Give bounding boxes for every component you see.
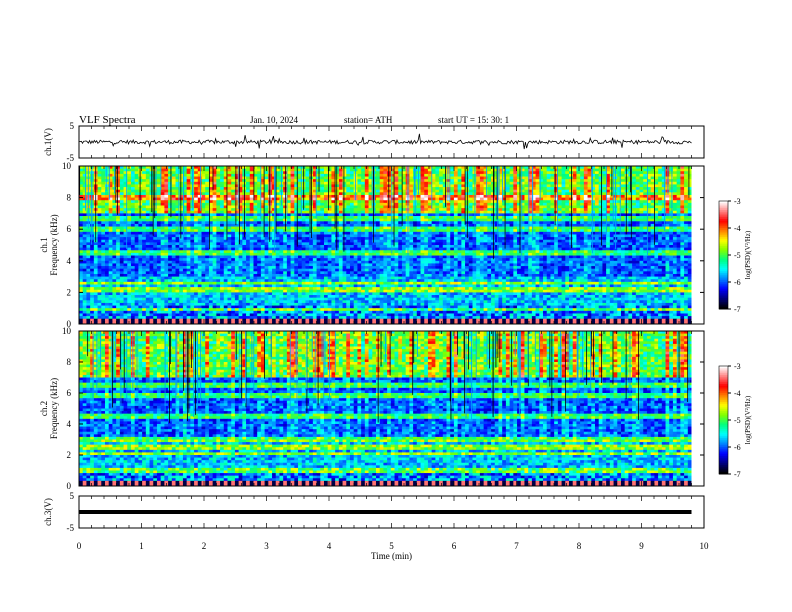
ch2-spec-ytick-label: 10 <box>62 326 72 336</box>
ch2-spec-ylabel-channel: ch.2 <box>39 401 49 416</box>
ch1-spec-ytick-label: 4 <box>67 256 72 266</box>
ch3-wave-ylabel: ch.3(V) <box>43 498 53 526</box>
x-tick-label: 4 <box>327 541 332 551</box>
ch1-wave-panel: 5-5ch.1(V) <box>43 121 704 163</box>
x-tick-label: 1 <box>139 541 144 551</box>
ch2-spec-ytick-label: 6 <box>67 388 72 398</box>
ch2-spec-ytick-label: 8 <box>67 357 72 367</box>
colorbar-ch1-tick-label: -5 <box>734 251 741 260</box>
colorbar-ch2-label: log(PSD)(V²/Hz) <box>744 395 752 444</box>
x-tick-label: 3 <box>264 541 269 551</box>
x-tick-label: 6 <box>452 541 457 551</box>
ch1-spec-nodata <box>692 166 705 324</box>
x-tick-label: 10 <box>700 541 710 551</box>
ch1-spec-cells <box>79 166 692 324</box>
ch3-wave-ytick-label: 5 <box>70 491 75 501</box>
colorbar-ch2: -3 -4 -5 -6 -7 log(PSD)(V²/Hz) <box>719 362 752 479</box>
ch2-spec-panel: 0 2 4 6 8 10 ch.2 Frequency (kHz) <box>39 326 704 491</box>
x-tick-label: 7 <box>514 541 519 551</box>
ch3-wave-trace <box>79 510 692 514</box>
ch1-wave-ytick-label: 5 <box>70 121 75 131</box>
x-axis-label: Time (min) <box>371 551 412 561</box>
ch1-spec-ytick-label: 2 <box>67 287 72 297</box>
ch2-spec-cells <box>79 331 692 486</box>
ch2-spec-ytick-label: 0 <box>67 481 72 491</box>
colorbar-ch1-label: log(PSD)(V²/Hz) <box>744 230 752 279</box>
ch1-spec-ytick-label: 8 <box>67 193 72 203</box>
x-tick-label: 2 <box>202 541 207 551</box>
ch1-spec-ylabel-freq: Frequency (kHz) <box>49 214 59 275</box>
colorbar-ch1-tick-label: -3 <box>734 197 741 206</box>
ch2-spec-nodata <box>692 331 705 486</box>
colorbar-ch2-tick-label: -5 <box>734 416 741 425</box>
x-tick-label: 5 <box>389 541 394 551</box>
ch3-wave-panel: 5 -5 ch.3(V) <box>43 491 704 533</box>
x-tick-label: 9 <box>639 541 644 551</box>
ch2-spec-ytick-label: 4 <box>67 419 72 429</box>
ch3-wave-ytick-label: -5 <box>67 523 75 533</box>
colorbar-ch1: -3 -4 -5 -6 -7 log(PSD)(V²/Hz) <box>719 197 752 314</box>
colorbar-ch1-tick-label: -7 <box>734 305 741 314</box>
x-tick-label: 0 <box>77 541 82 551</box>
ch1-spec-ylabel-channel: ch.1 <box>39 237 49 252</box>
colorbar-ch2-tick-label: -6 <box>734 443 741 452</box>
colorbar-ch1-tick-label: -6 <box>734 278 741 287</box>
ch1-wave-trace <box>79 134 692 149</box>
ch1-spec-ytick-label: 10 <box>62 161 72 171</box>
ch2-spec-ytick-label: 2 <box>67 450 72 460</box>
colorbar-ch2-tick-label: -7 <box>734 470 741 479</box>
colorbar-ch2-tick-label: -4 <box>734 389 741 398</box>
ch1-wave-ylabel: ch.1(V) <box>43 128 53 156</box>
x-tick-label: 8 <box>577 541 582 551</box>
colorbar-ch1-tick-label: -4 <box>734 224 741 233</box>
colorbar-ch2-tick-label: -3 <box>734 362 741 371</box>
ch2-spec-ylabel-freq: Frequency (kHz) <box>49 378 59 439</box>
ch1-spec-ytick-label: 6 <box>67 224 72 234</box>
